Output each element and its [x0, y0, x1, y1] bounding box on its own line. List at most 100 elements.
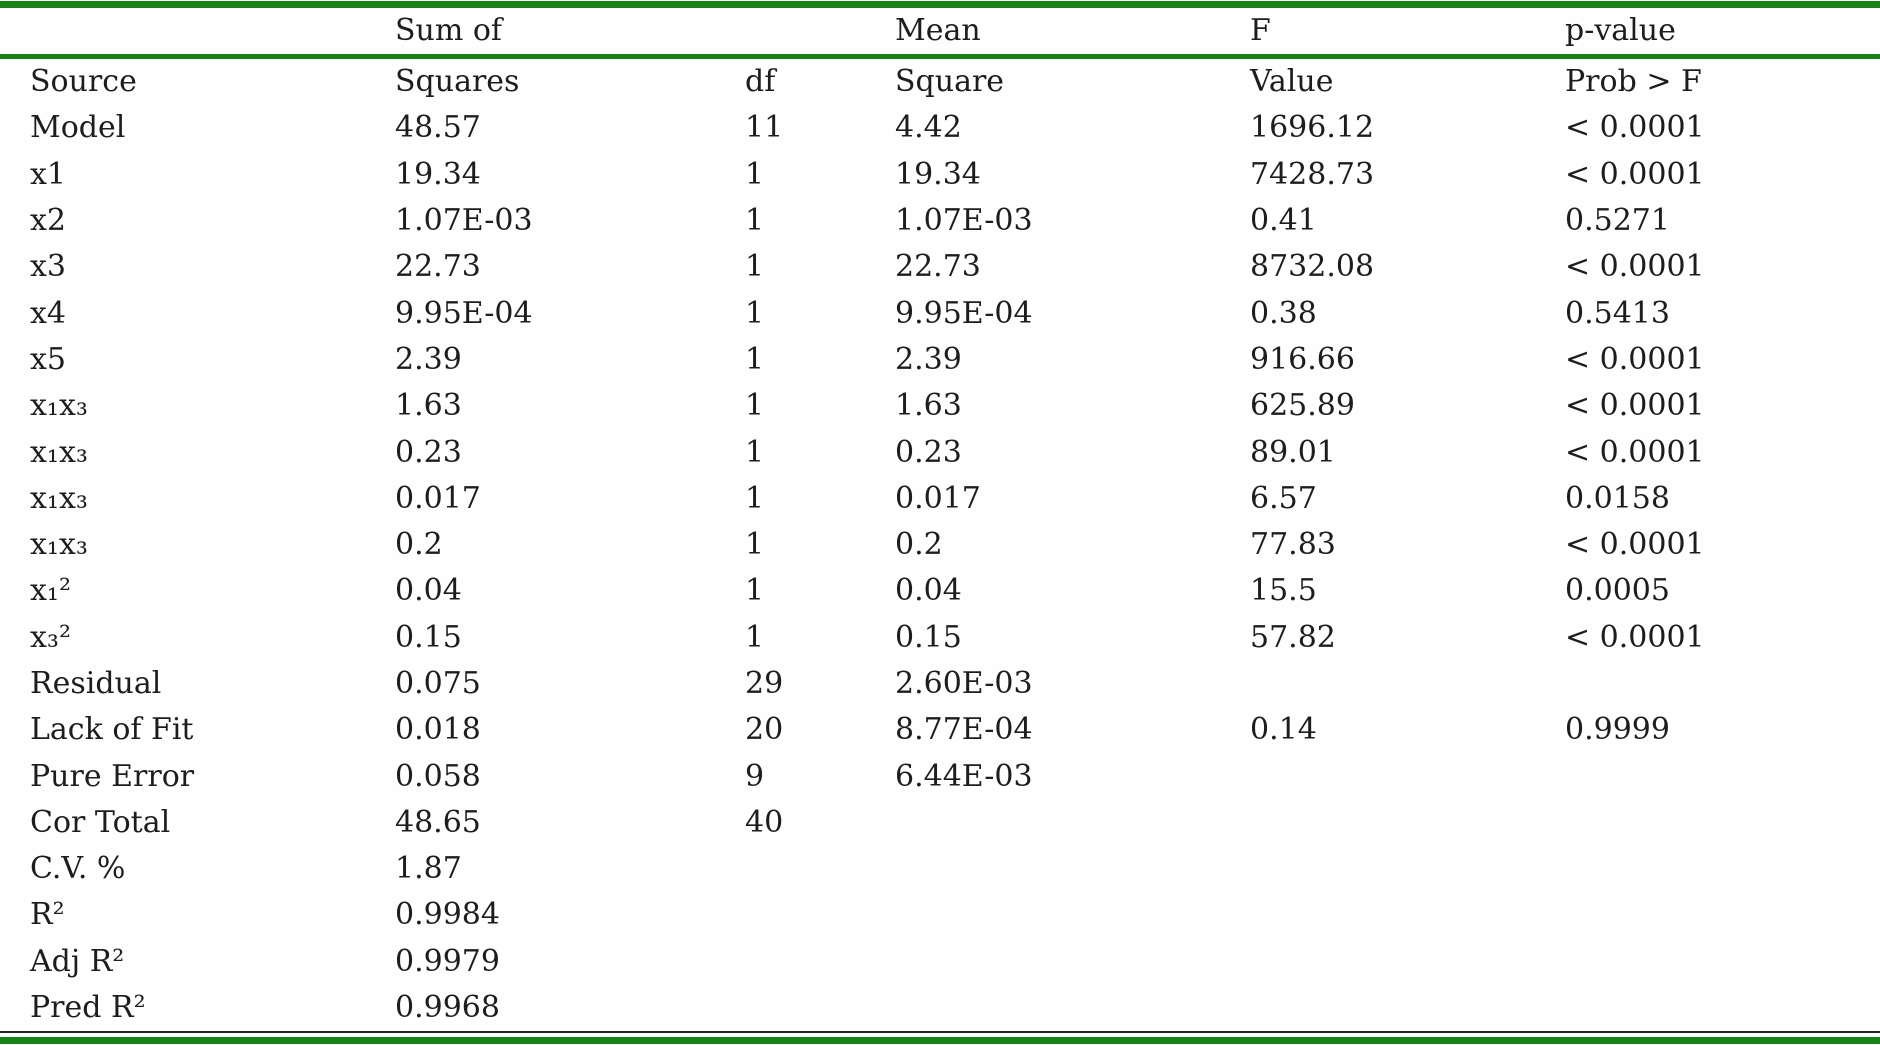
cell-mean-square: 1.07E-03 [895, 203, 1033, 239]
cell-source: x5 [30, 341, 67, 377]
cell-df: 1 [745, 295, 765, 331]
bottom-border-line [0, 1037, 1880, 1045]
cell-sum-of-squares: 9.95E-04 [395, 295, 533, 331]
cell-sum-of-squares: 0.017 [395, 480, 481, 516]
header-divider-line [0, 54, 1880, 59]
cell-df: 1 [745, 203, 765, 239]
cell-mean-square: 9.95E-04 [895, 295, 1033, 331]
cell-df: 1 [745, 619, 765, 655]
table-row: Pure Error 0.058 9 6.44E-03 [0, 753, 1880, 799]
cell-p-value: < 0.0001 [1565, 341, 1705, 377]
cell-sum-of-squares: 22.73 [395, 249, 481, 285]
cell-df: 1 [745, 573, 765, 609]
cell-source: Pred R² [30, 990, 146, 1026]
cell-df: 1 [745, 434, 765, 470]
cell-f-value: 6.57 [1250, 480, 1317, 516]
column-header-sum-of: Sum of [395, 13, 503, 48]
table-header-row-1: Sum of Mean F p-value [0, 8, 1880, 54]
table-row: x₁x₃ 0.017 1 0.017 6.57 0.0158 [0, 476, 1880, 522]
cell-f-value: 0.41 [1250, 203, 1317, 239]
cell-source: x₃² [30, 619, 71, 655]
table-row: x4 9.95E-04 1 9.95E-04 0.38 0.5413 [0, 290, 1880, 336]
cell-sum-of-squares: 0.058 [395, 758, 481, 794]
column-header-mean: Mean [895, 13, 981, 48]
cell-p-value: 0.0005 [1565, 573, 1670, 609]
cell-sum-of-squares: 48.57 [395, 110, 481, 146]
cell-df: 1 [745, 527, 765, 563]
cell-sum-of-squares: 1.63 [395, 388, 462, 424]
cell-source: x₁x₃ [30, 388, 88, 424]
top-border-line [0, 1, 1880, 8]
cell-source: x₁x₃ [30, 434, 88, 470]
cell-mean-square: 1.63 [895, 388, 962, 424]
cell-mean-square: 4.42 [895, 110, 962, 146]
table-row: x₃² 0.15 1 0.15 57.82 < 0.0001 [0, 615, 1880, 661]
cell-source: Adj R² [30, 943, 125, 979]
cell-f-value: 625.89 [1250, 388, 1355, 424]
cell-mean-square: 2.39 [895, 341, 962, 377]
cell-mean-square: 22.73 [895, 249, 981, 285]
cell-source: Lack of Fit [30, 712, 194, 748]
cell-f-value: 7428.73 [1250, 156, 1375, 192]
cell-sum-of-squares: 0.075 [395, 666, 481, 701]
cell-p-value: < 0.0001 [1565, 434, 1705, 470]
cell-sum-of-squares: 0.15 [395, 619, 462, 655]
cell-p-value: < 0.0001 [1565, 156, 1705, 192]
column-header-squares: Squares [395, 64, 520, 100]
cell-p-value: < 0.0001 [1565, 619, 1705, 655]
table-row: Lack of Fit 0.018 20 8.77E-04 0.14 0.999… [0, 707, 1880, 753]
table-row: Pred R² 0.9968 [0, 985, 1880, 1031]
cell-df: 20 [745, 712, 784, 748]
cell-source: x2 [30, 203, 67, 239]
cell-sum-of-squares: 48.65 [395, 804, 481, 840]
table-row: x2 1.07E-03 1 1.07E-03 0.41 0.5271 [0, 198, 1880, 244]
table-row: x5 2.39 1 2.39 916.66 < 0.0001 [0, 337, 1880, 383]
cell-df: 40 [745, 804, 784, 840]
cell-source: x3 [30, 249, 67, 285]
table-row: x3 22.73 1 22.73 8732.08 < 0.0001 [0, 244, 1880, 290]
bottom-inner-rule [0, 1031, 1880, 1034]
cell-f-value: 0.14 [1250, 712, 1317, 748]
cell-mean-square: 0.23 [895, 434, 962, 470]
cell-df: 1 [745, 480, 765, 516]
cell-p-value: < 0.0001 [1565, 249, 1705, 285]
column-header-square: Square [895, 64, 1005, 100]
cell-mean-square: 0.15 [895, 619, 962, 655]
cell-sum-of-squares: 1.07E-03 [395, 203, 533, 239]
cell-df: 1 [745, 249, 765, 285]
table-row: Adj R² 0.9979 [0, 939, 1880, 985]
cell-source: x₁x₃ [30, 527, 88, 563]
table-row: Residual 0.075 29 2.60E-03 [0, 661, 1880, 707]
cell-mean-square: 6.44E-03 [895, 758, 1033, 794]
cell-mean-square: 2.60E-03 [895, 666, 1033, 701]
cell-mean-square: 0.017 [895, 480, 981, 516]
cell-sum-of-squares: 0.9984 [395, 897, 500, 933]
table-row: x₁x₃ 0.23 1 0.23 89.01 < 0.0001 [0, 429, 1880, 475]
cell-source: x₁x₃ [30, 480, 88, 516]
cell-sum-of-squares: 1.87 [395, 851, 462, 887]
table-row: Model 48.57 11 4.42 1696.12 < 0.0001 [0, 105, 1880, 151]
cell-p-value: < 0.0001 [1565, 527, 1705, 563]
column-header-source: Source [30, 64, 137, 100]
cell-p-value: 0.9999 [1565, 712, 1670, 748]
cell-sum-of-squares: 2.39 [395, 341, 462, 377]
cell-f-value: 8732.08 [1250, 249, 1375, 285]
cell-mean-square: 8.77E-04 [895, 712, 1033, 748]
cell-f-value: 15.5 [1250, 573, 1317, 609]
table-row: Cor Total 48.65 40 [0, 800, 1880, 846]
cell-mean-square: 19.34 [895, 156, 981, 192]
cell-df: 9 [745, 758, 765, 794]
cell-source: x4 [30, 295, 67, 331]
table-row: x1 19.34 1 19.34 7428.73 < 0.0001 [0, 152, 1880, 198]
cell-sum-of-squares: 0.018 [395, 712, 481, 748]
cell-source: C.V. % [30, 851, 126, 887]
column-header-df: df [745, 64, 776, 100]
cell-source: Residual [30, 666, 162, 701]
cell-df: 1 [745, 388, 765, 424]
cell-sum-of-squares: 0.23 [395, 434, 462, 470]
table-row: x₁² 0.04 1 0.04 15.5 0.0005 [0, 568, 1880, 614]
cell-source: x1 [30, 156, 67, 192]
cell-mean-square: 0.04 [895, 573, 962, 609]
cell-f-value: 0.38 [1250, 295, 1317, 331]
